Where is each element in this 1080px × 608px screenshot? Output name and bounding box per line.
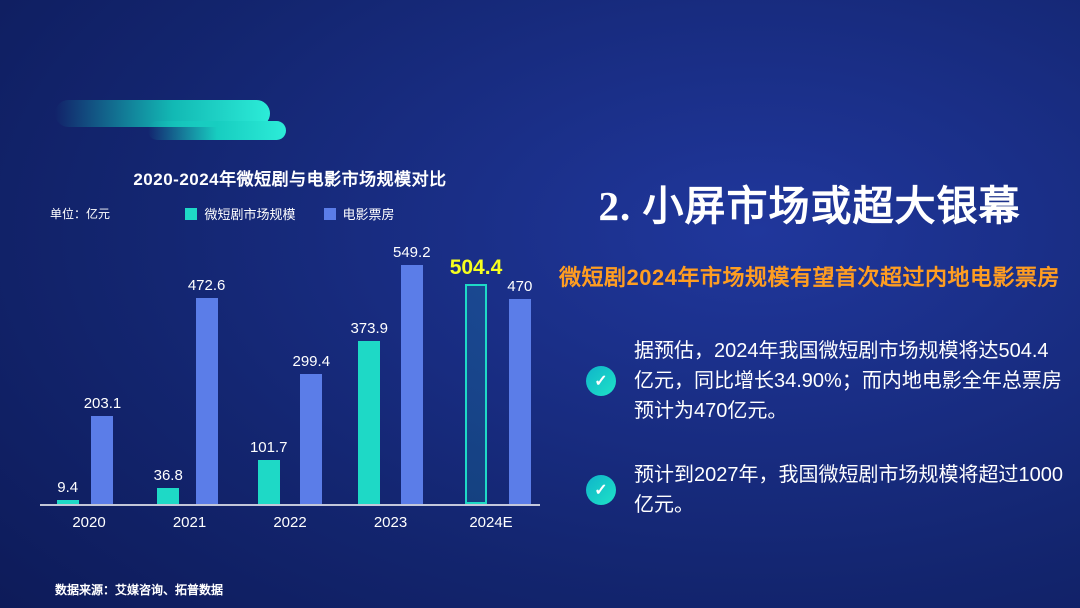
bar (195, 298, 218, 504)
bar (56, 499, 79, 504)
bar-col-电影票房-2024E: 470 (507, 278, 532, 504)
x-axis-label-2020: 2020 (72, 514, 106, 531)
check-icon: ✓ (586, 475, 616, 505)
bar-col-微短剧市场规模-2020: 9.4 (56, 478, 79, 504)
bullet-item: ✓ 预计到2027年，我国微短剧市场规模将超过1000亿元。 (552, 460, 1067, 520)
bullet-text: 预计到2027年，我国微短剧市场规模将超过1000亿元。 (634, 464, 1063, 516)
bar (400, 264, 423, 504)
bar-group-2024E: 504.4 470 (450, 256, 532, 504)
bar-col-微短剧市场规模-2022: 101.7 (250, 439, 288, 504)
legend-swatch-shortdrama (185, 207, 198, 220)
bar-col-微短剧市场规模-2024E: 504.4 (449, 256, 503, 504)
legend-item-boxoffice: 电影票房 (323, 204, 395, 223)
bar (257, 459, 280, 504)
legend-swatch-boxoffice (323, 207, 336, 220)
bullet-item: ✓ 据预估，2024年我国微短剧市场规模将达504.4亿元，同比增长34.90%… (552, 336, 1067, 426)
check-icon: ✓ (586, 366, 616, 396)
x-axis-label-2023: 2023 (373, 514, 408, 531)
bar-group-2020: 9.4 203.1 (54, 394, 124, 504)
panel-title: 2. 小屏市场或超大银幕 (598, 183, 1021, 229)
panel-subtitle: 微短剧2024年市场规模有望首次超过内地电影票房 (559, 265, 1060, 290)
bar-value-label: 373.9 (350, 320, 388, 338)
x-axis-label-2021: 2021 (172, 514, 207, 531)
legend-label-boxoffice: 电影票房 (342, 207, 395, 222)
bar (464, 284, 487, 504)
bar-col-电影票房-2022: 299.4 (292, 352, 331, 504)
chart-title: 2020-2024年微短剧与电影市场规模对比 (133, 170, 447, 189)
bar-col-电影票房-2020: 203.1 (83, 394, 122, 504)
bar (157, 488, 180, 504)
x-axis-labels: 2020 2021 2022 2023 2024E (40, 514, 540, 531)
unit-label: 单位：亿元 (50, 207, 111, 221)
bar-col-微短剧市场规模-2021: 36.8 (154, 467, 183, 504)
bar-value-label: 101.7 (249, 438, 288, 456)
legend-label-shortdrama: 微短剧市场规模 (204, 207, 296, 222)
bar-group-2022: 101.7 299.4 (250, 353, 330, 504)
bar-value-label: 36.8 (153, 467, 183, 484)
bar-group-2021: 36.8 472.6 (154, 277, 226, 504)
bar-col-电影票房-2023: 549.2 (393, 244, 431, 504)
bar-value-label: 504.4 (449, 256, 503, 280)
decor-pill-small (148, 121, 286, 140)
bar-group-2023: 373.9 549.2 (350, 244, 431, 504)
bar-col-电影票房-2021: 472.6 (187, 277, 226, 504)
data-source: 数据来源：艾媒咨询、拓普数据 (55, 583, 224, 597)
bar-value-label: 9.4 (57, 478, 79, 496)
chart-plot: 9.4 203.1 36.8 472.6 101.7 299.4 373.9 549.2 504… (40, 244, 540, 506)
x-axis-label-2024E: 2024E (469, 514, 513, 531)
bar-value-label: 549.2 (393, 243, 431, 261)
bar (300, 373, 323, 504)
chart-legend: 微短剧市场规模 电影票房 (40, 202, 540, 223)
x-axis-label-2022: 2022 (273, 514, 307, 531)
bar (508, 299, 531, 504)
bar (358, 341, 381, 504)
legend-item-shortdrama: 微短剧市场规模 (185, 204, 296, 223)
chart-legend-row: 单位：亿元 微短剧市场规模 电影票房 (40, 202, 540, 224)
bar-col-微短剧市场规模-2023: 373.9 (350, 320, 388, 504)
right-panel: 2. 小屏市场或超大银幕 微短剧2024年市场规模有望首次超过内地电影票房 ✓ … (552, 172, 1067, 554)
bar-value-label: 203.1 (83, 394, 122, 412)
bar-value-label: 470 (507, 278, 533, 296)
chart-section: 2020-2024年微短剧与电影市场规模对比 单位：亿元 微短剧市场规模 电影票… (40, 165, 540, 531)
bar (91, 415, 114, 504)
bar-value-label: 472.6 (187, 277, 226, 295)
bullet-text: 据预估，2024年我国微短剧市场规模将达504.4亿元，同比增长34.90%；而… (634, 340, 1062, 422)
bar-value-label: 299.4 (292, 352, 331, 370)
